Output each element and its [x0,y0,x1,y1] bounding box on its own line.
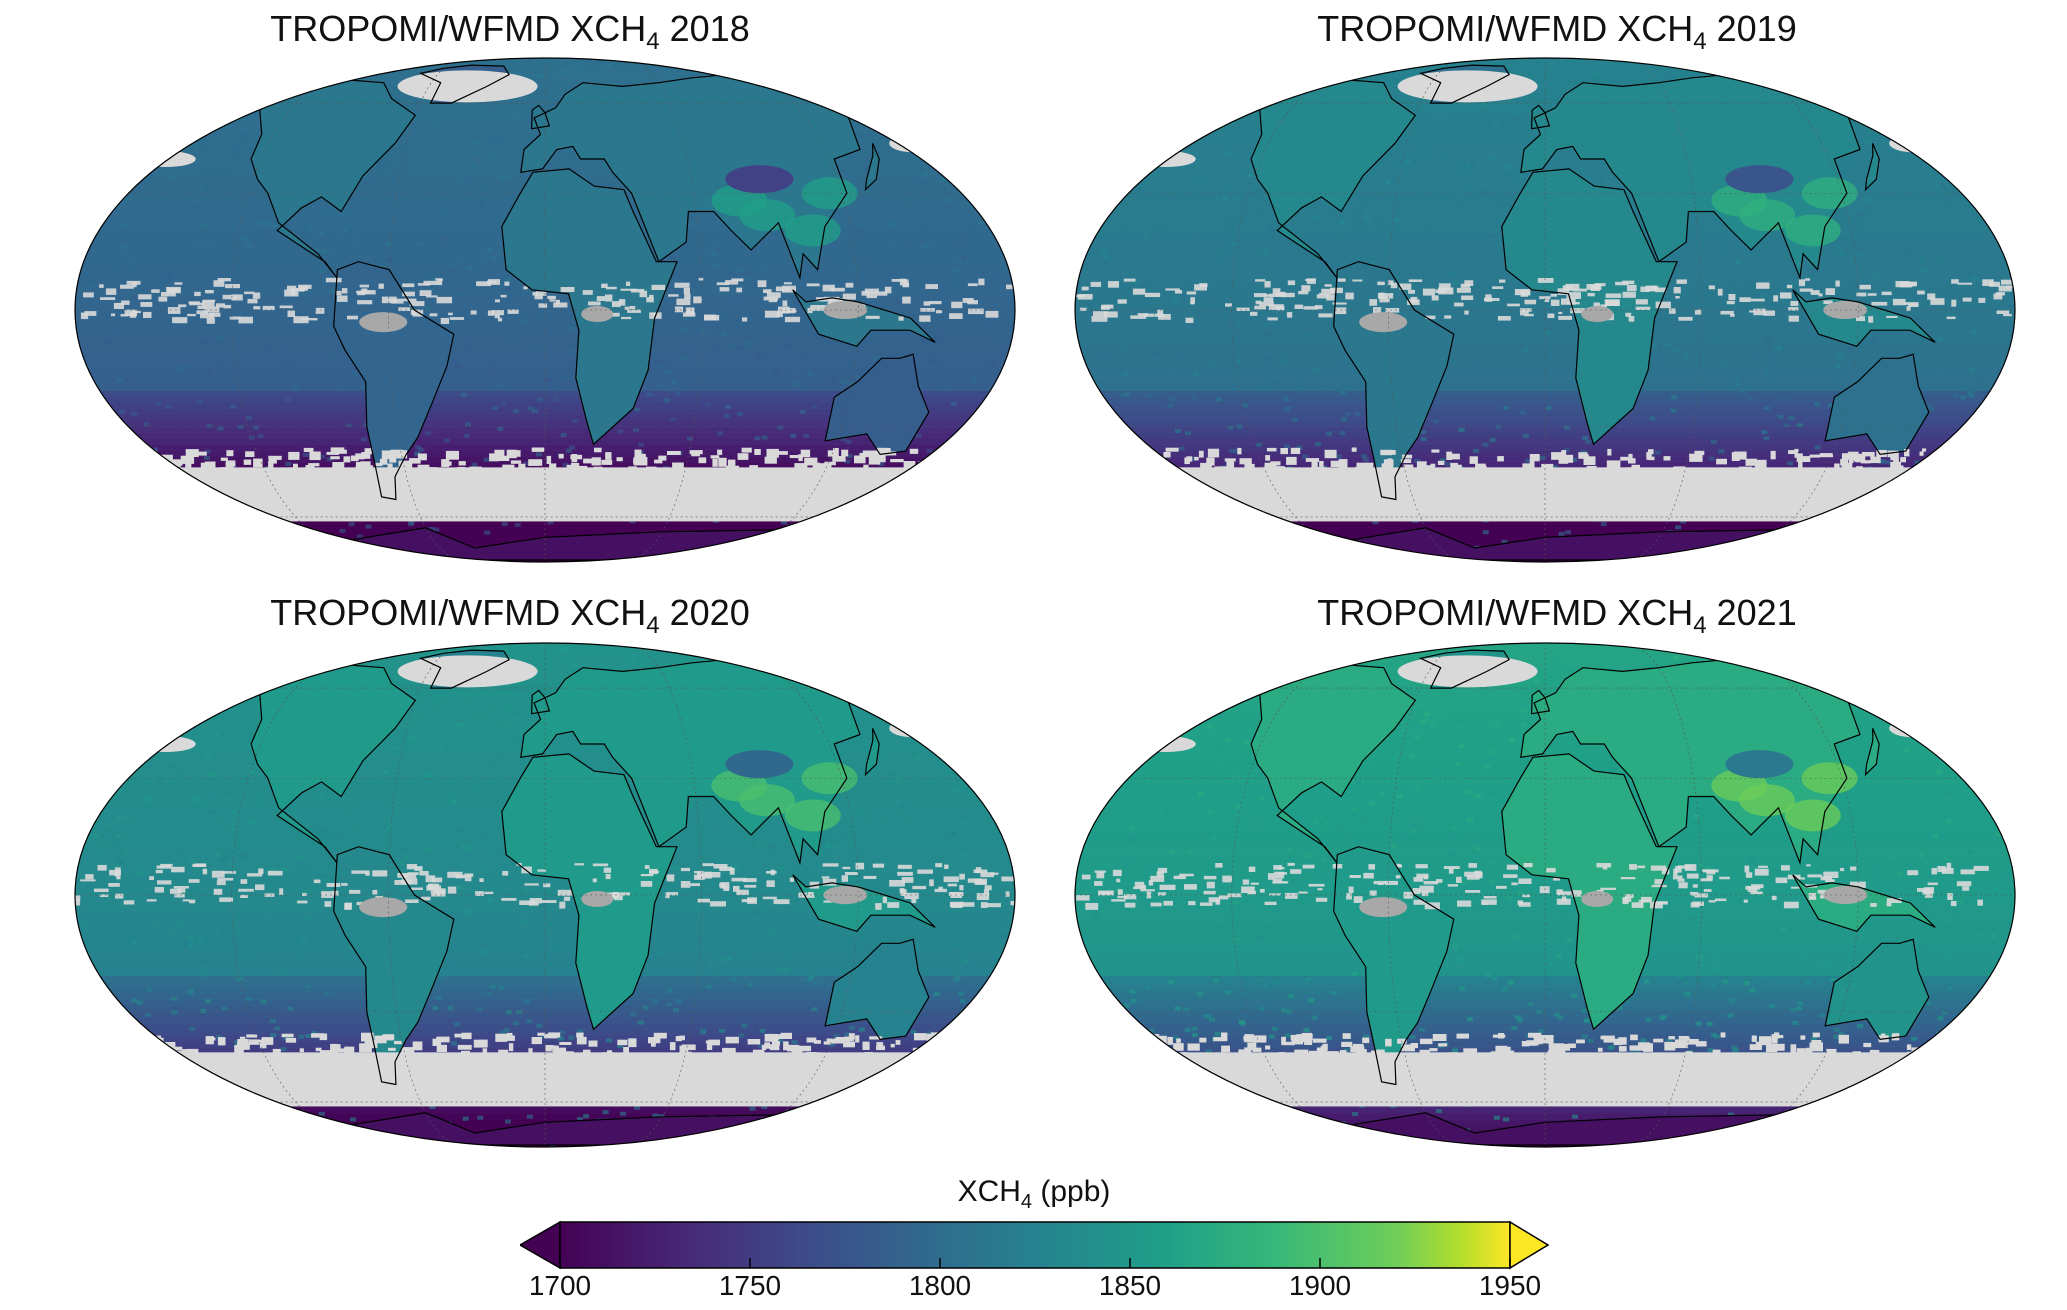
land-australia [825,354,929,455]
land-indonesia [792,874,936,932]
land-africa [501,753,677,1030]
panel-title-2018: TROPOMI/WFMD XCH4 2018 [270,8,750,56]
map-2019 [1074,57,2016,563]
graticule [75,644,1015,1146]
graticule [1075,59,2015,561]
map-field [75,643,1015,1147]
land-north-america [1207,79,1416,278]
land-africa [501,168,677,445]
colorbar-gradient [559,1221,1511,1269]
colorbar-title: XCH4 (ppb) [957,1175,1111,1213]
map-border [74,57,1016,563]
map-2018 [74,57,1016,563]
land-indonesia [1792,874,1936,932]
land-australia [825,939,929,1040]
land-north-america [207,79,416,278]
colorbar-tick-label: 1750 [718,1270,782,1301]
coastlines [1206,64,1936,561]
panel-title-2021: TROPOMI/WFMD XCH4 2021 [1317,592,1797,640]
colorbar [520,1220,1550,1270]
colorbar-extend-max [1509,1220,1550,1270]
map-field [1075,643,2015,1147]
panel-title-2019: TROPOMI/WFMD XCH4 2019 [1317,8,1797,56]
land-australia [1825,939,1929,1040]
coastlines [206,649,936,1146]
land-australia [1825,354,1929,455]
land-africa [1501,753,1677,1030]
land-africa [1501,168,1677,445]
colorbar-tick-label: 1900 [1288,1270,1352,1301]
colorbar-extend-min [520,1220,561,1270]
land-japan [1865,143,1880,190]
colorbar-tick-label: 1950 [1478,1270,1542,1301]
land-north-america [207,664,416,863]
land-north-america [1207,664,1416,863]
graticule [1075,644,2015,1146]
graticule [75,59,1015,561]
land-japan [865,143,880,190]
map-field [1075,58,2015,562]
map-2020 [74,642,1016,1148]
land-japan [1865,728,1880,775]
colorbar-tick-label: 1800 [908,1270,972,1301]
colorbar-tick-label: 1700 [528,1270,592,1301]
panel-title-2020: TROPOMI/WFMD XCH4 2020 [270,592,750,640]
land-japan [865,728,880,775]
colorbar-tick-label: 1850 [1098,1270,1162,1301]
map-border [74,642,1016,1148]
map-2021 [1074,642,2016,1148]
map-border [1074,57,2016,563]
map-border [1074,642,2016,1148]
